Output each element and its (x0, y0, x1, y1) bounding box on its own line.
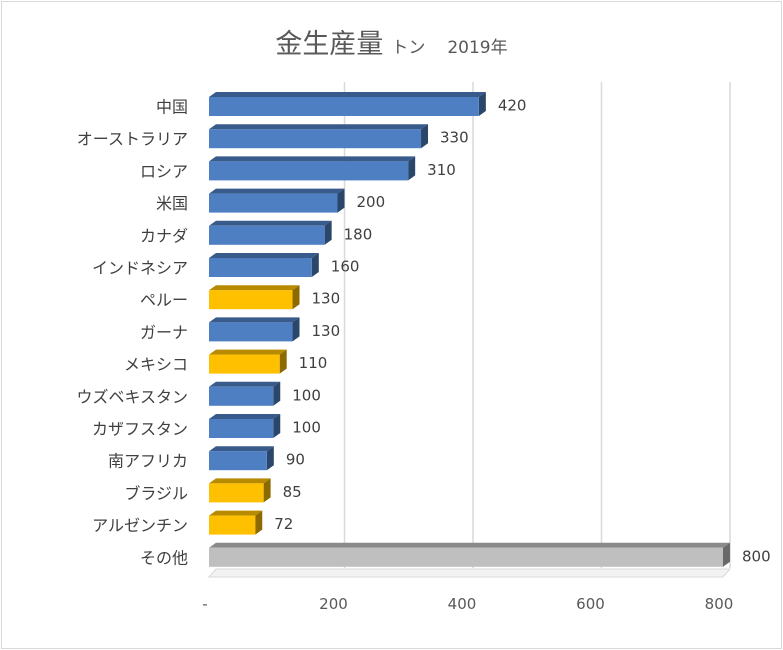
category-label: アルゼンチン (92, 516, 188, 535)
category-label: 中国 (156, 98, 188, 117)
bar (209, 419, 274, 438)
bar (209, 225, 325, 245)
bar-top-face (209, 92, 486, 97)
bar-top-face (209, 381, 281, 387)
bar (209, 515, 256, 535)
bar-top-face (209, 124, 429, 130)
category-label: ロシア (140, 162, 188, 181)
data-label: 160 (331, 258, 360, 276)
bar-side-face (279, 349, 287, 374)
bar-side-face (311, 253, 319, 277)
bar-side-face (478, 92, 486, 116)
x-tick-label: - (202, 595, 207, 613)
bar-top-face (209, 317, 300, 323)
chart-title-main: 金生産量 (275, 29, 384, 60)
data-label: 200 (357, 193, 386, 211)
bar (209, 386, 274, 406)
data-label: 420 (498, 97, 527, 115)
data-label: 72 (274, 515, 293, 533)
category-label: オーストラリア (77, 130, 188, 149)
bar-side-face (324, 220, 332, 245)
bar (209, 193, 338, 213)
bar-side-face (723, 542, 730, 567)
data-label: 330 (440, 129, 469, 147)
data-label: 180 (344, 225, 373, 243)
bar-top-face (209, 349, 287, 355)
bar (209, 451, 267, 471)
x-tick-label: 200 (319, 595, 348, 613)
bar-top-face (209, 510, 263, 516)
axis-floor (207, 568, 732, 578)
category-label: ペルー (140, 291, 188, 310)
bar-top-face (209, 285, 300, 291)
category-label: 南アフリカ (108, 452, 188, 471)
data-label: 110 (299, 354, 328, 372)
bar-top-face (209, 156, 416, 162)
category-label: ウズベキスタン (76, 387, 188, 406)
category-label: カザフスタン (92, 420, 188, 439)
bar-side-face (255, 510, 263, 535)
bar (209, 547, 723, 567)
data-label: 90 (286, 451, 305, 469)
category-label: インドネシア (92, 259, 188, 278)
bar (209, 129, 422, 149)
bar-top-face (209, 478, 271, 484)
data-label: 85 (283, 483, 302, 501)
category-label: メキシコ (124, 355, 188, 374)
category-label: その他 (140, 548, 188, 567)
bar (209, 97, 479, 116)
bar-top-face (209, 414, 281, 419)
bar-side-face (266, 446, 274, 471)
bar-side-face (408, 156, 416, 181)
bar-side-face (263, 478, 271, 503)
bar (209, 258, 312, 277)
bar-side-face (273, 381, 281, 406)
data-label: 100 (292, 386, 321, 404)
category-label: 米国 (156, 194, 188, 213)
bar-side-face (337, 188, 345, 213)
chart-title-unit: トン (391, 38, 426, 58)
x-tick-label: 400 (448, 595, 477, 613)
chart-title-year: 2019年 (447, 38, 508, 58)
bar (209, 354, 280, 374)
data-label: 100 (292, 419, 321, 437)
bar-top-face (209, 446, 274, 452)
bar-top-face (209, 253, 319, 258)
chart-title: 金生産量 トン 2019年 (0, 22, 783, 61)
bar (209, 483, 264, 503)
data-label: 130 (312, 290, 341, 308)
bar-side-face (273, 414, 281, 438)
bar-side-face (421, 124, 429, 149)
category-label: カナダ (140, 226, 188, 245)
bar (209, 322, 293, 342)
bar-side-face (292, 317, 300, 342)
data-label: 800 (742, 547, 771, 565)
x-tick-label: 800 (705, 595, 734, 613)
x-tick-label: 600 (576, 595, 605, 613)
bar-top-face (209, 542, 730, 548)
bar (209, 161, 409, 181)
data-label: 310 (427, 161, 456, 179)
bar-top-face (209, 220, 332, 226)
bar (209, 290, 293, 310)
category-label: ガーナ (140, 323, 188, 342)
bar-top-face (209, 188, 345, 194)
bar-side-face (292, 285, 300, 310)
category-label: ブラジル (124, 484, 188, 503)
data-label: 130 (312, 322, 341, 340)
